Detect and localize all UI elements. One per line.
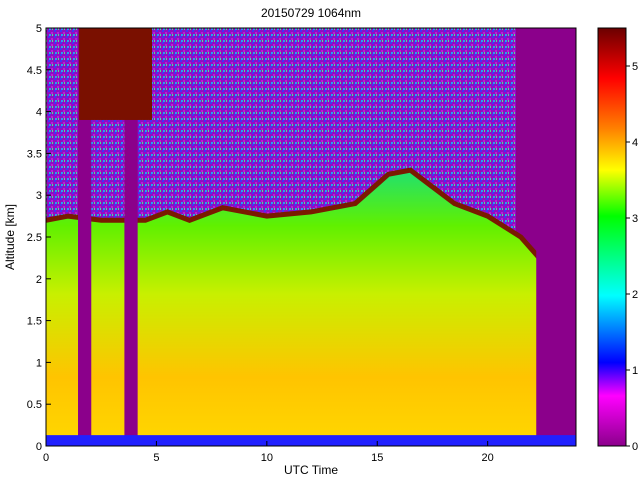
colorbar-tick-label: 0 — [632, 441, 638, 453]
mixed-layer — [46, 170, 554, 446]
surface-band — [46, 435, 576, 446]
elevated-cloud — [79, 28, 152, 120]
colorbar-tick-label: 4 — [632, 137, 638, 149]
y-axis-label: Altitude [km] — [3, 204, 17, 270]
plot-area — [46, 28, 576, 446]
x-tick-label: 0 — [43, 452, 49, 464]
y-tick-label: 3.5 — [27, 148, 42, 160]
x-tick-label: 20 — [482, 452, 494, 464]
data-gap — [78, 28, 92, 446]
colorbar-tick-label: 2 — [632, 289, 638, 301]
y-tick-label: 1.5 — [27, 316, 42, 328]
colorbar — [597, 27, 627, 447]
x-tick-label: 10 — [261, 452, 273, 464]
x-tick-label: 5 — [153, 452, 159, 464]
data-gap — [536, 28, 576, 446]
data-gap — [124, 28, 138, 446]
y-tick-label: 1 — [36, 357, 42, 369]
y-tick-label: 5 — [36, 23, 42, 35]
colorbar-tick-label: 5 — [632, 61, 638, 73]
y-tick-label: 2.5 — [27, 232, 42, 244]
colorbar-tick-label: 1 — [632, 365, 638, 377]
colorbar-tick-label: 3 — [632, 213, 638, 225]
y-tick-label: 2 — [36, 274, 42, 286]
y-tick-label: 4 — [36, 107, 42, 119]
y-tick-label: 4.5 — [27, 65, 42, 77]
y-tick-label: 3 — [36, 190, 42, 202]
layer-top-aerosol — [46, 167, 557, 297]
x-axis-label: UTC Time — [284, 463, 338, 477]
y-tick-label: 0.5 — [27, 399, 42, 411]
chart-title: 20150729 1064nm — [261, 6, 361, 20]
x-tick-label: 15 — [371, 452, 383, 464]
y-tick-label: 0 — [36, 441, 42, 453]
